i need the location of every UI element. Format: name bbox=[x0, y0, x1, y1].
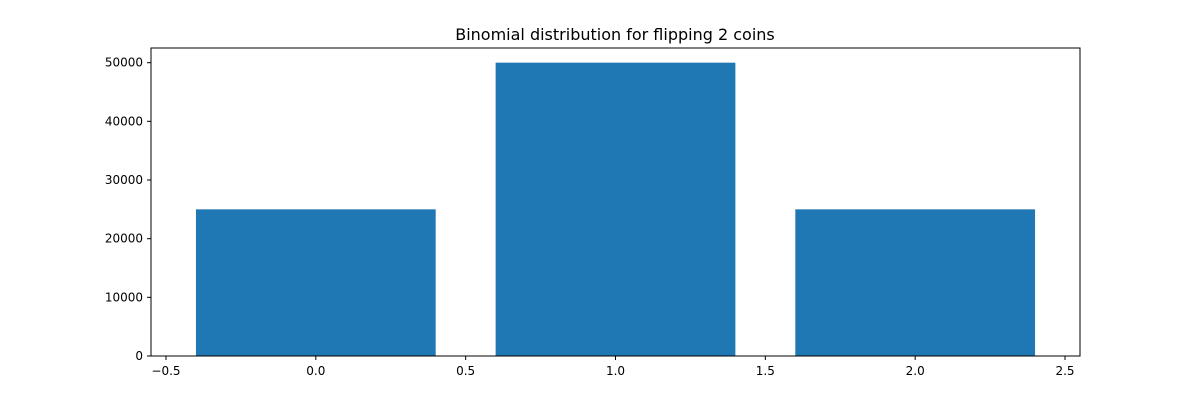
y-axis: 0 10000 20000 30000 40000 50000 bbox=[105, 56, 151, 363]
x-tick-label: −0.5 bbox=[151, 364, 180, 378]
y-tick-label: 40000 bbox=[105, 114, 143, 128]
y-tick-label: 20000 bbox=[105, 232, 143, 246]
y-tick-label: 10000 bbox=[105, 290, 143, 304]
bar-0 bbox=[195, 209, 436, 356]
x-tick-label: 1.0 bbox=[606, 364, 625, 378]
x-tick-label: 0.5 bbox=[456, 364, 475, 378]
x-tick-label: 0.0 bbox=[306, 364, 325, 378]
x-axis: −0.5 0.0 0.5 1.0 1.5 2.0 2.5 bbox=[151, 356, 1075, 378]
chart-title: Binomial distribution for flipping 2 coi… bbox=[455, 25, 775, 44]
y-tick-label: 30000 bbox=[105, 173, 143, 187]
x-tick-label: 2.0 bbox=[906, 364, 925, 378]
y-tick-label: 50000 bbox=[105, 56, 143, 70]
x-tick-label: 1.5 bbox=[756, 364, 775, 378]
y-tick-label: 0 bbox=[135, 349, 143, 363]
x-tick-label: 2.5 bbox=[1055, 364, 1074, 378]
bar-2 bbox=[795, 209, 1036, 356]
bars-layer bbox=[195, 62, 1036, 357]
bar-1 bbox=[495, 62, 736, 357]
